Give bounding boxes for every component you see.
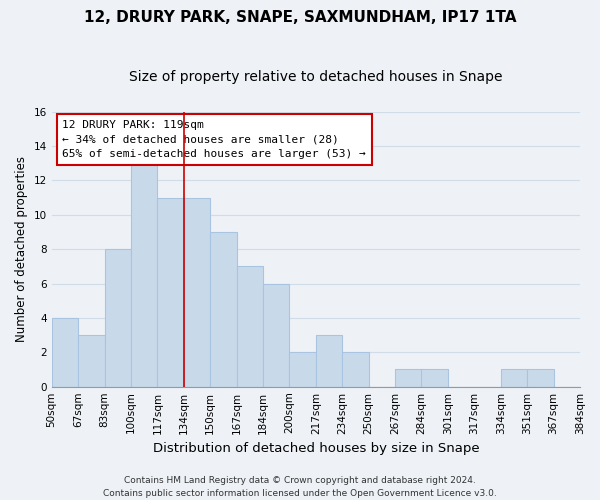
Y-axis label: Number of detached properties: Number of detached properties [15, 156, 28, 342]
Bar [210, 232, 236, 386]
Bar [52, 318, 78, 386]
Bar [263, 284, 289, 387]
Bar [78, 335, 104, 386]
X-axis label: Distribution of detached houses by size in Snape: Distribution of detached houses by size … [152, 442, 479, 455]
Bar [421, 370, 448, 386]
Bar [316, 335, 342, 386]
Text: Contains HM Land Registry data © Crown copyright and database right 2024.
Contai: Contains HM Land Registry data © Crown c… [103, 476, 497, 498]
Bar [184, 198, 210, 386]
Bar [342, 352, 368, 386]
Bar [157, 198, 184, 386]
Bar [501, 370, 527, 386]
Bar [236, 266, 263, 386]
Bar [527, 370, 554, 386]
Bar [104, 249, 131, 386]
Text: 12 DRURY PARK: 119sqm
← 34% of detached houses are smaller (28)
65% of semi-deta: 12 DRURY PARK: 119sqm ← 34% of detached … [62, 120, 366, 160]
Bar [395, 370, 421, 386]
Title: Size of property relative to detached houses in Snape: Size of property relative to detached ho… [129, 70, 503, 84]
Bar [131, 163, 157, 386]
Text: 12, DRURY PARK, SNAPE, SAXMUNDHAM, IP17 1TA: 12, DRURY PARK, SNAPE, SAXMUNDHAM, IP17 … [84, 10, 516, 25]
Bar [289, 352, 316, 386]
